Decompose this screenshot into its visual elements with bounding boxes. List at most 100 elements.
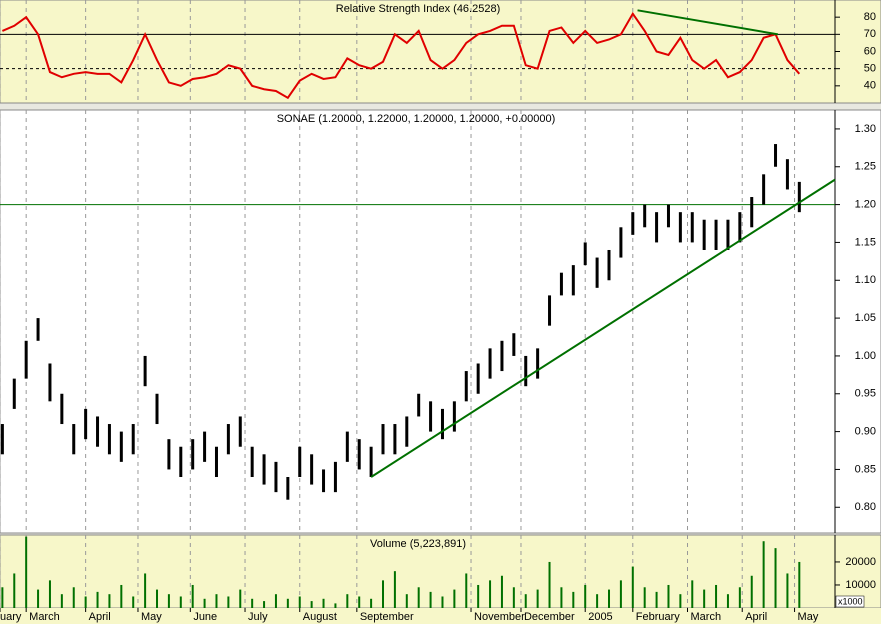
y-tick-label: 1.20 xyxy=(855,198,876,210)
price-bar xyxy=(381,424,385,455)
x-tick-label: February xyxy=(636,611,681,623)
volume-bar xyxy=(679,594,682,608)
y-tick-label: 1.00 xyxy=(855,350,876,362)
price-bar xyxy=(322,469,326,493)
y-tick-label: 0.90 xyxy=(855,426,876,438)
volume-bar xyxy=(500,575,503,608)
price-bar xyxy=(143,355,147,387)
price-bar xyxy=(286,477,290,500)
volume-bar xyxy=(536,589,539,608)
price-bar xyxy=(36,318,40,341)
volume-bar xyxy=(179,596,182,608)
x-tick-label: August xyxy=(303,611,337,623)
price-bar xyxy=(595,257,599,288)
volume-bar xyxy=(298,596,301,608)
volume-bar xyxy=(667,584,670,608)
volume-bar xyxy=(572,591,575,608)
volume-bar xyxy=(703,589,706,608)
price-bar xyxy=(631,212,635,235)
price-bar xyxy=(250,446,254,478)
volume-bar xyxy=(144,573,147,608)
price-bar xyxy=(512,333,516,356)
y-tick-label: 0.80 xyxy=(855,501,876,513)
price-bar xyxy=(559,272,563,296)
volume-bar xyxy=(72,587,75,608)
unit-box xyxy=(835,595,865,608)
price-bar xyxy=(690,212,694,243)
volume-bar xyxy=(560,587,563,608)
price-bar xyxy=(452,401,456,432)
volume-bar xyxy=(25,536,28,608)
volume-bar xyxy=(286,598,289,608)
volume-bar xyxy=(274,594,277,608)
x-tick-label: 2005 xyxy=(588,611,612,623)
volume-bar xyxy=(108,594,111,608)
price-bar xyxy=(750,197,754,228)
volume-bar xyxy=(251,598,254,608)
volume-bar xyxy=(429,591,432,608)
y-unit-label: x1000 xyxy=(838,596,863,606)
volume-bar xyxy=(608,589,611,608)
volume-bar xyxy=(203,598,206,608)
volume-bar xyxy=(619,580,622,608)
volume-bar xyxy=(786,573,789,608)
price-bar xyxy=(167,439,171,470)
price-bar xyxy=(96,416,100,447)
volume-bar xyxy=(524,594,527,608)
volume-bar xyxy=(417,587,420,608)
volume-bar xyxy=(631,566,634,608)
price-bar xyxy=(607,249,611,281)
y-tick-label: 80 xyxy=(864,11,876,23)
panel-title: Volume (5,223,891) xyxy=(370,538,466,550)
y-tick-label: 60 xyxy=(864,45,876,57)
volume-bar xyxy=(191,584,194,608)
volume-bar xyxy=(798,561,801,608)
y-tick-label: 40 xyxy=(864,80,876,92)
x-tick-label: July xyxy=(248,611,268,623)
x-tick-label: March xyxy=(29,611,60,623)
price-bar xyxy=(488,348,492,379)
price-bar xyxy=(12,378,16,409)
price-bar xyxy=(476,363,480,394)
volume-bar xyxy=(48,580,51,608)
y-tick-label: 1.30 xyxy=(855,123,876,135)
volume-bar xyxy=(750,575,753,608)
volume-bar xyxy=(167,594,170,608)
volume-bar xyxy=(132,596,135,608)
x-axis-band xyxy=(0,608,881,624)
volume-bar xyxy=(1,587,4,608)
volume-bar xyxy=(738,587,741,608)
y-tick-label: 1.05 xyxy=(855,312,876,324)
volume-bar xyxy=(512,587,515,608)
price-bar xyxy=(678,212,682,243)
price-bar xyxy=(666,204,670,228)
volume-bar xyxy=(334,603,337,608)
price-bar xyxy=(179,446,183,478)
volume-bar xyxy=(346,594,349,608)
volume-bar xyxy=(156,589,159,608)
price-bar xyxy=(155,393,159,425)
volume-bar xyxy=(263,601,266,608)
price-bar xyxy=(536,348,540,379)
price-bar xyxy=(357,439,361,470)
volume-bar xyxy=(453,589,456,608)
price-bar xyxy=(405,416,409,447)
trend-line xyxy=(637,9,779,36)
volume-bar xyxy=(84,596,87,608)
volume-bar xyxy=(465,573,468,608)
panel-title: SONAE (1.20000, 1.22000, 1.20000, 1.2000… xyxy=(277,113,556,125)
price-bar xyxy=(643,204,647,228)
trend-line xyxy=(370,178,836,478)
volume-bar xyxy=(584,584,587,608)
price-bar xyxy=(785,159,789,190)
price-bar xyxy=(119,431,123,462)
price-bar xyxy=(274,461,278,493)
price-bar xyxy=(583,242,587,266)
y-tick-label: 0.85 xyxy=(855,463,876,475)
price-bar xyxy=(203,431,207,462)
volume-bar xyxy=(726,594,729,608)
price-bar xyxy=(440,408,444,440)
volume-bar xyxy=(596,594,599,608)
volume-bar xyxy=(215,594,218,608)
